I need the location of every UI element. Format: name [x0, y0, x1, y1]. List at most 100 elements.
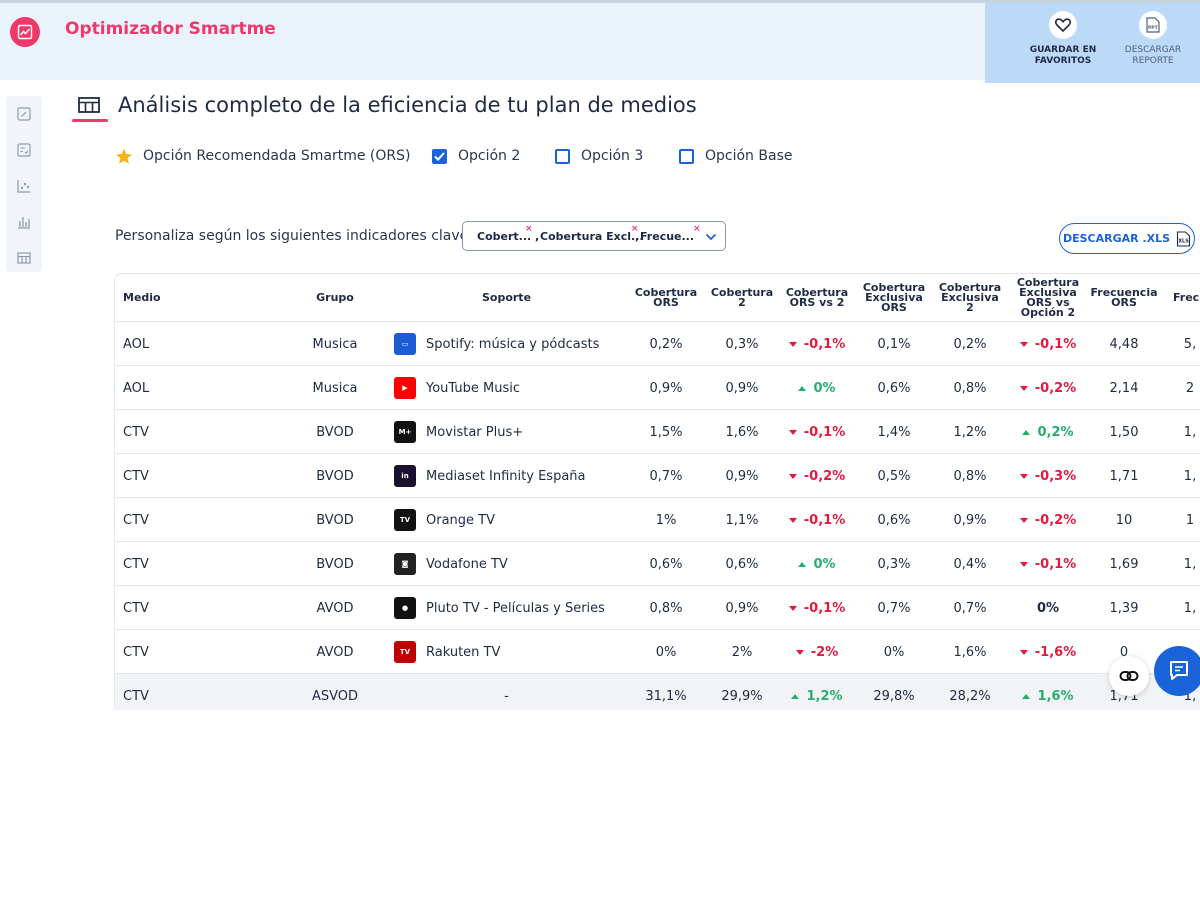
checkbox-empty-icon[interactable]	[555, 148, 570, 164]
chip-remove-icon[interactable]: ×	[525, 224, 533, 234]
col-medio-cell: CTV	[123, 498, 203, 542]
table-row: CTV AVOD TV Rakuten TV 0% 2% -2% 0% 1,6% -1,6% 0	[115, 630, 1200, 674]
chip-remove-icon[interactable]: ×	[693, 224, 701, 234]
col-soporte-header[interactable]: Soporte	[394, 274, 619, 322]
delta-label: 0%	[813, 380, 836, 396]
col-grupo-cell: ASVOD	[285, 674, 385, 710]
delta-value: 0%	[1037, 601, 1059, 616]
col-grupo-cell: Musica	[285, 322, 385, 366]
cell-value: 10	[1115, 512, 1133, 528]
table-row: CTV BVOD TV Orange TV 1% 1,1% -0,1% 0,6% 0,9% -0,…	[115, 498, 1200, 542]
col-exclusiva-2-cell: 1,6%	[932, 630, 1008, 674]
pluto-tv-icon: ●	[394, 597, 416, 619]
option-base-checkbox[interactable]: Opción Base	[679, 147, 792, 165]
cell-value: 0	[1119, 644, 1129, 660]
header-label: Medio	[123, 291, 161, 304]
arrow-up-icon	[1022, 693, 1031, 699]
col-cobertura-ors-vs-2-header[interactable]: Cobertura ORS vs 2	[779, 274, 855, 322]
checkbox-empty-icon[interactable]	[679, 148, 694, 164]
col-cobertura-2-cell: 0,9%	[705, 366, 779, 410]
arrow-down-icon	[788, 341, 797, 347]
checkbox-checked-icon[interactable]	[432, 148, 447, 164]
cell-value: 0,3%	[725, 336, 759, 352]
cell-value: CTV	[123, 512, 149, 528]
cell-value: 0,8%	[649, 600, 683, 616]
header-label: ORS	[653, 296, 679, 309]
indicator-chip[interactable]: Cobert... ×	[477, 224, 533, 243]
cell-value: Musica	[312, 336, 358, 352]
option-2-label: Opción 2	[458, 148, 521, 164]
option-2-checkbox[interactable]: Opción 2	[432, 147, 520, 165]
col-grupo-cell: BVOD	[285, 410, 385, 454]
cell-value: AVOD	[316, 600, 354, 616]
option-3-checkbox[interactable]: Opción 3	[555, 147, 643, 165]
cell-value: 2%	[731, 644, 753, 660]
col-soporte-cell: TV Orange TV	[394, 498, 619, 542]
indicator-multiselect[interactable]: Cobert... × , Cobertura Excl... × , Frec…	[462, 221, 726, 251]
col-grupo-cell: AVOD	[285, 586, 385, 630]
col-exclusiva-ors-vs-2-cell: -0,1%	[1008, 322, 1088, 366]
cell-value: 1,39	[1109, 600, 1139, 616]
chat-button[interactable]	[1154, 646, 1200, 696]
col-cobertura-2-header[interactable]: Cobertura 2	[705, 274, 779, 322]
edit-icon[interactable]	[16, 106, 32, 122]
table-row: AOL Musica ▭ Spotify: música y pódcasts 0,2%…	[115, 322, 1200, 366]
save-favorite-label-2: FAVORITOS	[1034, 56, 1092, 66]
chip-separator: ,	[535, 230, 540, 243]
cell-value: 0,9%	[725, 468, 759, 484]
delta-label: -0,1%	[1034, 336, 1077, 352]
indicator-chip[interactable]: Frecue... ×	[640, 224, 701, 243]
app-logo-icon[interactable]	[10, 17, 40, 47]
top-bar: Optimizador Smartme GUARDAR EN FAVORITOS…	[0, 0, 1200, 83]
delta-label: -0,1%	[803, 336, 846, 352]
indicator-chip[interactable]: Cobertura Excl... ×	[540, 224, 644, 243]
cell-value: 1,	[1183, 424, 1197, 440]
header-label: ORS vs	[1026, 296, 1070, 309]
download-xls-button[interactable]: DESCARGAR .XLS XLS	[1059, 223, 1195, 254]
col-frecuencia-ors-cell: 1,50	[1088, 410, 1160, 454]
arrow-up-icon	[798, 385, 807, 391]
col-exclusiva-ors-vs-2-header[interactable]: Cobertura Exclusiva ORS vs Opción 2	[1008, 274, 1088, 322]
col-exclusiva-2-cell: 0,7%	[932, 586, 1008, 630]
col-exclusiva-ors-cell: 0,6%	[856, 498, 932, 542]
header-label: ORS vs 2	[789, 296, 845, 309]
soporte-label: Rakuten TV	[426, 644, 501, 660]
chip-remove-icon[interactable]: ×	[631, 224, 639, 234]
col-cobertura-ors-header[interactable]: Cobertura ORS	[629, 274, 703, 322]
delta-label: 0%	[1036, 600, 1060, 616]
header-label: Cobertura	[862, 281, 926, 294]
col-cobertura-ors-vs-2-cell: 1,2%	[779, 674, 855, 710]
col-frecuencia-ors-cell: 0	[1088, 630, 1160, 674]
bar-chart-icon[interactable]	[16, 214, 32, 230]
col-frecuencia-ors-header[interactable]: Frecuencia ORS	[1088, 274, 1160, 322]
cell-value: 2	[1185, 380, 1195, 396]
link-button[interactable]	[1109, 656, 1149, 696]
delta-value: -0,3%	[1019, 469, 1076, 484]
indicator-chip-label: Cobert...	[477, 230, 532, 243]
delta-value: 1,2%	[791, 689, 843, 704]
cell-value: 1,4%	[877, 424, 911, 440]
col-grupo-cell: BVOD	[285, 454, 385, 498]
cell-value: CTV	[123, 600, 149, 616]
col-grupo-header[interactable]: Grupo	[285, 274, 385, 322]
ppt-file-icon-label: PPT	[1148, 25, 1159, 31]
col-medio-header[interactable]: Medio	[123, 274, 203, 322]
cell-value: 0,6%	[877, 512, 911, 528]
xls-file-icon-label: XLS	[1178, 238, 1189, 244]
chevron-down-icon[interactable]	[705, 231, 717, 244]
delta-value: -0,2%	[1019, 513, 1076, 528]
col-frecuencia-2-cell: 1,	[1160, 410, 1200, 454]
download-report-button[interactable]: PPT DESCARGAR REPORTE	[1113, 11, 1193, 67]
col-exclusiva-2-header[interactable]: Cobertura Exclusiva 2	[932, 274, 1008, 322]
col-exclusiva-ors-header[interactable]: Cobertura Exclusiva ORS	[856, 274, 932, 322]
table-icon[interactable]	[16, 250, 32, 266]
save-favorite-button[interactable]: GUARDAR EN FAVORITOS	[1023, 11, 1103, 67]
col-cobertura-2-cell: 0,6%	[705, 542, 779, 586]
col-cobertura-2-cell: 0,9%	[705, 454, 779, 498]
cell-value: 1,50	[1109, 424, 1139, 440]
col-exclusiva-ors-vs-2-cell: -1,6%	[1008, 630, 1088, 674]
download-report-label-2: REPORTE	[1132, 56, 1174, 66]
col-frecuencia-2-header[interactable]: Frecu	[1160, 274, 1200, 322]
checklist-icon[interactable]	[16, 142, 32, 158]
scatter-chart-icon[interactable]	[16, 178, 32, 194]
